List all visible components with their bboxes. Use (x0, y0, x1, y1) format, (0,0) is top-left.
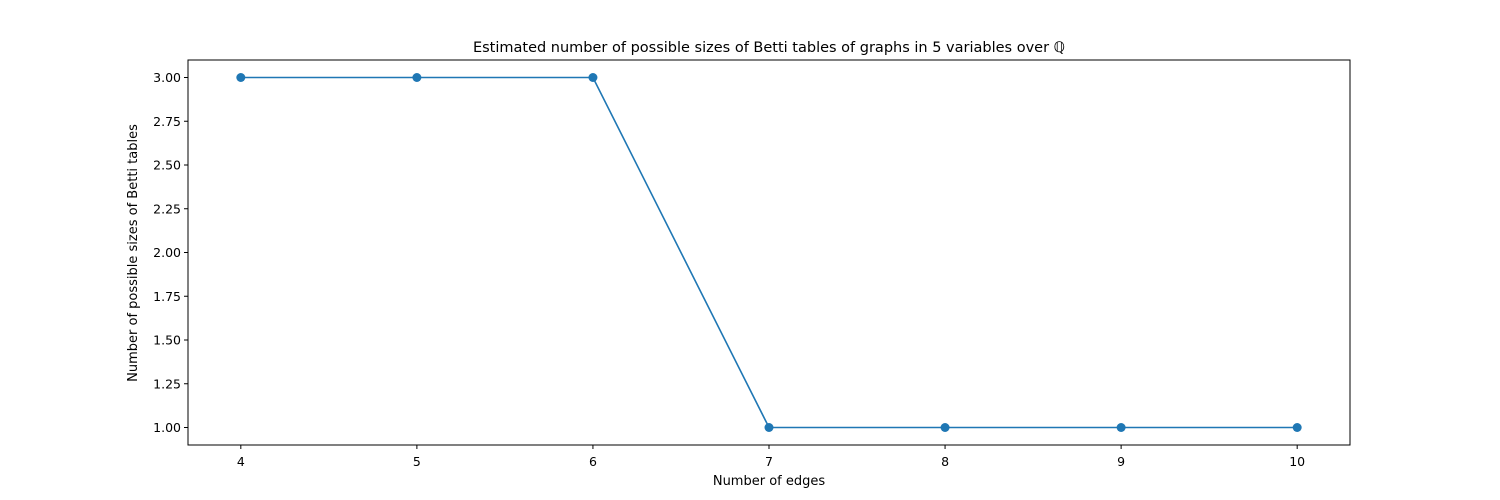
y-tick-label: 1.25 (153, 376, 181, 391)
y-tick-label: 2.25 (153, 201, 181, 216)
data-point (236, 73, 246, 82)
y-tick-label: 1.00 (153, 420, 181, 435)
plot-area: 4 5 6 7 8 9 10 1.00 1.25 1.50 1.75 2.00 2.25 2.50 2.7… (153, 59, 1351, 469)
x-tick-label: 7 (765, 454, 773, 469)
y-tick-label: 2.00 (153, 245, 181, 260)
data-point (764, 423, 774, 432)
x-axis-label: Number of edges (713, 474, 826, 489)
x-tick-label: 5 (413, 454, 421, 469)
data-point (940, 423, 950, 432)
x-tick-label: 8 (941, 454, 949, 469)
y-tick-label: 1.75 (153, 289, 181, 304)
y-tick-label: 2.75 (153, 114, 181, 129)
data-point (1116, 423, 1126, 432)
x-tick-label: 9 (1117, 454, 1125, 469)
data-point (588, 73, 598, 82)
x-tick-label: 6 (589, 454, 597, 469)
y-tick-label: 2.50 (153, 158, 181, 173)
series-markers (236, 73, 1302, 432)
data-point (1292, 423, 1302, 432)
y-axis-ticks: 1.00 1.25 1.50 1.75 2.00 2.25 2.50 2.75 3.00 (153, 70, 188, 435)
x-axis-ticks: 4 5 6 7 8 9 10 (237, 445, 1305, 469)
y-tick-label: 3.00 (153, 70, 181, 85)
data-point (412, 73, 422, 82)
y-tick-label: 1.50 (153, 333, 181, 348)
y-axis-label: Number of possible sizes of Betti tables (126, 124, 141, 382)
chart-title: Estimated number of possible sizes of Be… (473, 40, 1065, 56)
x-tick-label: 10 (1289, 454, 1305, 469)
x-tick-label: 4 (237, 454, 245, 469)
